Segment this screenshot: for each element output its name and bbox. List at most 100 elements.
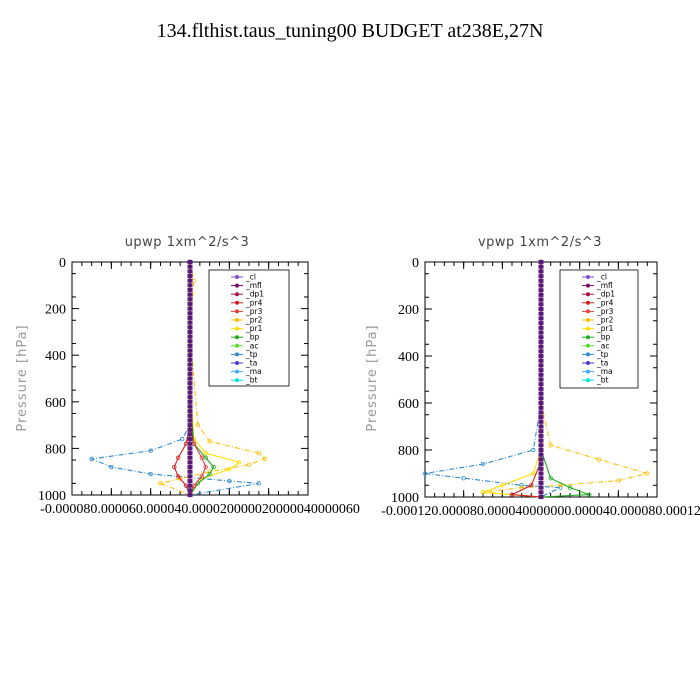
upwp-legend-marker-dp1 [235,292,239,297]
upwp-legend-label-bp: _bp [245,333,260,342]
upwp-zero-marker [187,371,193,376]
upwp-legend-label-ma: _ma [245,367,262,376]
upwp-point-pr3 [199,474,204,479]
upwp-point-pr2 [256,450,262,456]
vpwp-zero-marker [538,415,544,420]
vpwp-zero-marker [538,292,544,297]
vpwp-legend-marker-pr1 [586,326,590,331]
upwp-zero-marker [187,432,193,437]
upwp-zero-marker [187,376,193,381]
vpwp-zero-marker [538,490,544,495]
vpwp-zero-marker [538,335,544,340]
upwp-zero-marker [187,493,193,497]
upwp-legend-label-mfl: _mfl [245,281,262,290]
vpwp-legend-label-pr1: _pr1 [596,324,614,333]
vpwp-zero-marker [538,471,544,476]
upwp-zero-marker [187,260,193,264]
vpwp-zero-marker [538,264,544,269]
vpwp-point-pr2 [616,478,621,483]
upwp-legend-marker-pr1 [235,326,239,331]
upwp-zero-marker [187,283,193,288]
upwp-zero-marker [187,278,193,283]
vpwp-zero-marker [538,302,544,307]
vpwp-zero-marker [538,495,544,499]
vpwp-zero-marker [538,278,544,283]
upwp-y-tick-label: 400 [45,349,66,364]
upwp-series-tp [89,262,259,496]
vpwp-zero-marker [538,480,544,485]
upwp-point-tp [109,464,114,470]
vpwp-legend-marker-ta [586,361,590,365]
vpwp-point-bp [548,476,553,481]
upwp-zero-marker [187,381,193,386]
vpwp-zero-marker [538,476,544,481]
vpwp-y-tick-label: 600 [398,397,419,412]
upwp-point-tp [89,456,94,462]
upwp-point-tp [148,471,153,477]
vpwp-legend-label-pr3: _pr3 [596,307,614,316]
upwp-zero-marker [187,287,193,292]
upwp-zero-marker [187,315,193,320]
upwp-point-pr2 [246,462,252,467]
vpwp-legend-marker-bt [586,378,590,383]
vpwp-legend-box [559,269,639,389]
upwp-zero-marker [187,413,193,418]
upwp-zero-marker [187,404,193,409]
vpwp-y-axis-label: Pressure [hPa] [365,324,380,431]
upwp-point-pr4 [172,464,177,470]
vpwp-zero-marker [538,462,544,467]
vpwp-zero-marker [538,448,544,452]
vpwp-zero-marker [538,391,544,396]
vpwp-zero-marker [538,405,544,410]
vpwp-legend-marker-ac [586,343,590,348]
vpwp-legend-marker-bp [586,335,590,340]
vpwp-legend-marker-pr3 [586,309,590,314]
vpwp-y-tick-label: 1000 [391,491,419,506]
upwp-zero-marker [187,273,193,278]
vpwp-zero-marker [538,344,544,349]
upwp-zero-marker [187,301,193,306]
upwp-legend-marker-pr2 [235,318,239,322]
vpwp-zero-marker [538,485,544,490]
vpwp-zero-marker [538,316,544,321]
upwp-zero-marker [187,441,193,446]
vpwp-zero-marker [538,297,544,302]
upwp-point-tp [227,478,232,484]
upwp-zero-marker [187,465,193,470]
vpwp-zero-marker [538,349,544,354]
vpwp-legend-label-ma: _ma [596,367,613,376]
upwp-legend-marker-pr3 [235,309,239,314]
vpwp-point-pr2 [596,457,602,462]
vpwp-zero-marker [538,354,544,358]
upwp-zero-marker [187,474,193,479]
vpwp-panel-title: vpwp 1xm^2/s^3 [478,235,602,250]
vpwp-zero-marker [538,452,544,457]
vpwp-zero-marker [538,429,544,434]
upwp-legend-marker-bp [235,335,239,340]
upwp-point-pr2 [207,439,212,444]
upwp-legend-marker-cl [235,275,239,279]
vpwp-legend-marker-tp [586,352,590,357]
vpwp-y-tick-label: 200 [398,303,419,318]
vpwp-zero-marker [538,401,544,405]
upwp-point-pr2 [158,481,163,486]
vpwp-zero-marker [538,321,544,326]
vpwp-legend-marker-ma [586,369,590,374]
vpwp-point-tp [461,476,466,481]
vpwp-zero-marker [538,438,544,443]
upwp-legend-label-bt: _bt [245,376,258,385]
vpwp-zero-marker [538,377,544,382]
vpwp-series-tp [424,262,563,498]
vpwp-zero-marker [538,274,544,279]
vpwp-zero-marker [538,283,544,288]
upwp-zero-marker [187,395,193,400]
upwp-legend-marker-ma [235,369,239,374]
vpwp-legend-marker-cl [586,275,590,279]
upwp-legend-label-pr3: _pr3 [245,307,263,316]
vpwp-y-tick-label: 0 [412,256,419,271]
upwp-y-tick-label: 200 [45,303,66,318]
vpwp-point-pr4 [509,492,515,497]
upwp-zero-marker [187,306,193,311]
upwp-zero-marker [187,325,193,330]
upwp-legend-label-pr1: _pr1 [245,324,263,333]
